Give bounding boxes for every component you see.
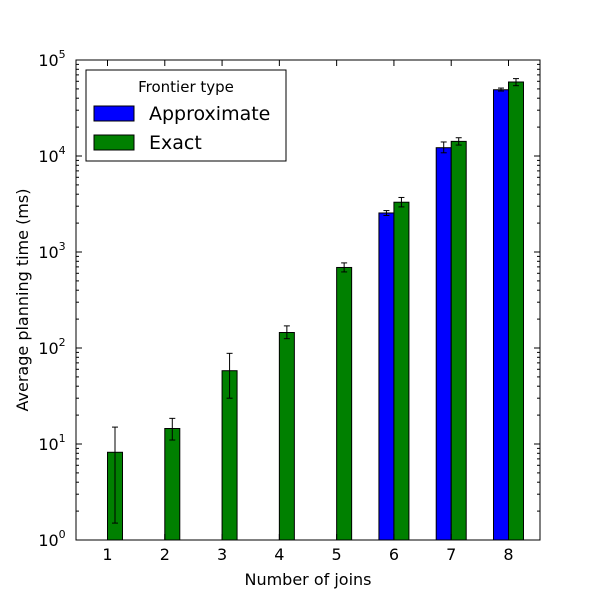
error-bar-exact-4 <box>283 325 290 340</box>
error-bar-approximate-7 <box>440 141 447 154</box>
error-bar-exact-5 <box>341 262 348 273</box>
error-bar-exact-6 <box>398 196 405 208</box>
legend-item-exact: Exact <box>93 132 202 154</box>
x-tick-label: 2 <box>160 545 170 564</box>
error-bar-approximate-8 <box>497 87 504 92</box>
legend-item-approximate: Approximate <box>93 103 270 125</box>
bar-approximate-7 <box>435 147 452 541</box>
legend-swatch <box>93 105 135 122</box>
x-tick-label: 5 <box>332 545 342 564</box>
plot-frame <box>75 59 541 541</box>
error-bar-exact-3 <box>226 352 233 399</box>
error-bar-exact-1 <box>112 426 119 524</box>
y-tick-label: 100 <box>38 528 65 550</box>
legend-label: Exact <box>149 132 202 154</box>
legend-label: Approximate <box>149 103 270 125</box>
bar-exact-6 <box>393 201 410 541</box>
error-bar-exact-8 <box>512 78 519 87</box>
error-bar-exact-2 <box>169 417 176 441</box>
x-tick-label: 4 <box>274 545 284 564</box>
bar-exact-7 <box>450 140 467 541</box>
bar-approximate-8 <box>492 89 509 541</box>
y-tick-label: 102 <box>38 336 65 358</box>
ticks-layer: 1 2 3 4 5 6 7 8 100 101 102 103 104 105 <box>38 48 540 564</box>
legend-title: Frontier type <box>138 78 234 96</box>
x-tick-label: 1 <box>102 545 112 564</box>
error-bars-layer <box>112 78 519 524</box>
x-tick-label: 7 <box>446 545 456 564</box>
bar-exact-5 <box>336 266 353 541</box>
error-bar-approximate-6 <box>383 210 390 216</box>
legend-items: Approximate Exact <box>93 103 270 154</box>
x-tick-label: 3 <box>217 545 227 564</box>
legend: Frontier type Approximate Exact <box>85 69 287 162</box>
legend-swatch <box>93 134 135 151</box>
bar-exact-8 <box>507 81 524 541</box>
y-tick-label: 105 <box>38 48 65 70</box>
bars-layer <box>107 81 524 541</box>
bar-approximate-6 <box>378 212 395 541</box>
x-axis-label: Number of joins <box>244 570 371 589</box>
y-tick-label: 101 <box>38 432 65 454</box>
y-axis-label: Average planning time (ms) <box>13 189 32 412</box>
y-tick-label: 104 <box>38 144 65 166</box>
bar-exact-4 <box>278 332 295 541</box>
bar-exact-2 <box>164 428 181 541</box>
x-tick-label: 6 <box>389 545 399 564</box>
error-bar-exact-7 <box>455 137 462 146</box>
y-tick-label: 103 <box>38 240 65 262</box>
x-tick-label: 8 <box>503 545 513 564</box>
